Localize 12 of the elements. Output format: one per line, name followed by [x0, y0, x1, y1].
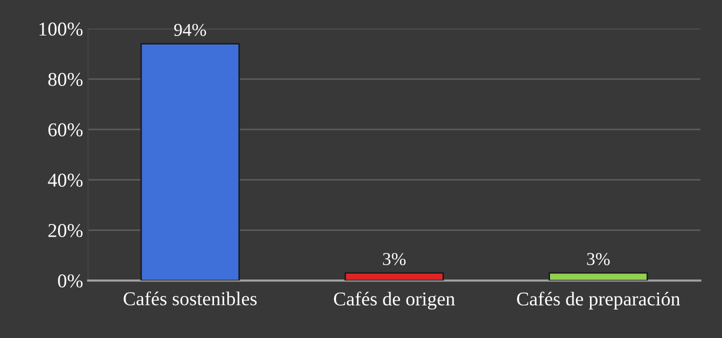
x-tick-label: Cafés sostenibles: [124, 291, 257, 306]
data-label: 3%: [587, 252, 610, 266]
x-tick-label: Cafés de preparación: [517, 292, 680, 310]
data-label: 3%: [383, 252, 406, 266]
y-tick-label: 80%: [48, 72, 83, 86]
x-tick-label: Cafés de origen: [334, 292, 455, 310]
y-tick-label: 100%: [40, 22, 83, 36]
y-tick-label: 40%: [48, 174, 83, 187]
data-label: 94%: [174, 24, 206, 36]
y-tick-label: 20%: [48, 224, 83, 238]
y-tick-label: 0%: [58, 274, 83, 288]
y-tick-label: 60%: [48, 123, 83, 136]
